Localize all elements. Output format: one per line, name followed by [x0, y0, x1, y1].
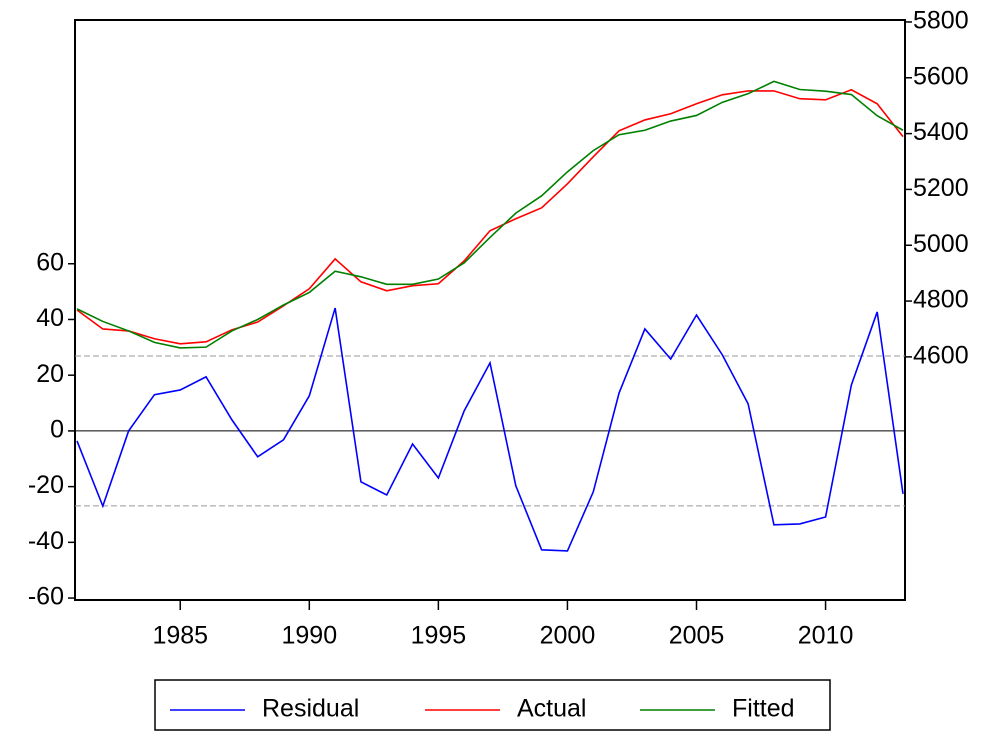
y-tick-label: -60 [28, 583, 64, 611]
x-tick-label: 1995 [411, 622, 467, 650]
y-tick-label: 60 [36, 248, 64, 276]
legend-label: Residual [262, 695, 359, 723]
legend-label: Actual [517, 695, 586, 723]
x-tick-label: 1985 [152, 622, 208, 650]
y-tick-label: -20 [28, 471, 64, 499]
series-line [76, 307, 904, 552]
y2-tick-label: 5200 [913, 174, 969, 202]
legend-box [154, 679, 831, 731]
y-tick-label: 0 [50, 416, 64, 444]
x-tick-label: 2000 [540, 622, 596, 650]
y2-tick-label: 5000 [913, 230, 969, 258]
y2-tick-label: 5600 [913, 62, 969, 90]
plot-frame [74, 19, 906, 601]
y2-tick-label: 5400 [913, 118, 969, 146]
y-tick-label: -40 [28, 527, 64, 555]
y-tick-label: 20 [36, 360, 64, 388]
y2-tick-label: 4600 [913, 342, 969, 370]
series-line [76, 80, 904, 349]
y2-tick-label: 4800 [913, 286, 969, 314]
series-line [76, 88, 904, 345]
x-tick-label: 2005 [669, 622, 725, 650]
x-tick-label: 2010 [798, 622, 854, 650]
legend-label: Fitted [732, 695, 795, 723]
x-tick-label: 1990 [282, 622, 338, 650]
y-tick-label: 40 [36, 304, 64, 332]
y2-tick-label: 5800 [913, 7, 969, 35]
